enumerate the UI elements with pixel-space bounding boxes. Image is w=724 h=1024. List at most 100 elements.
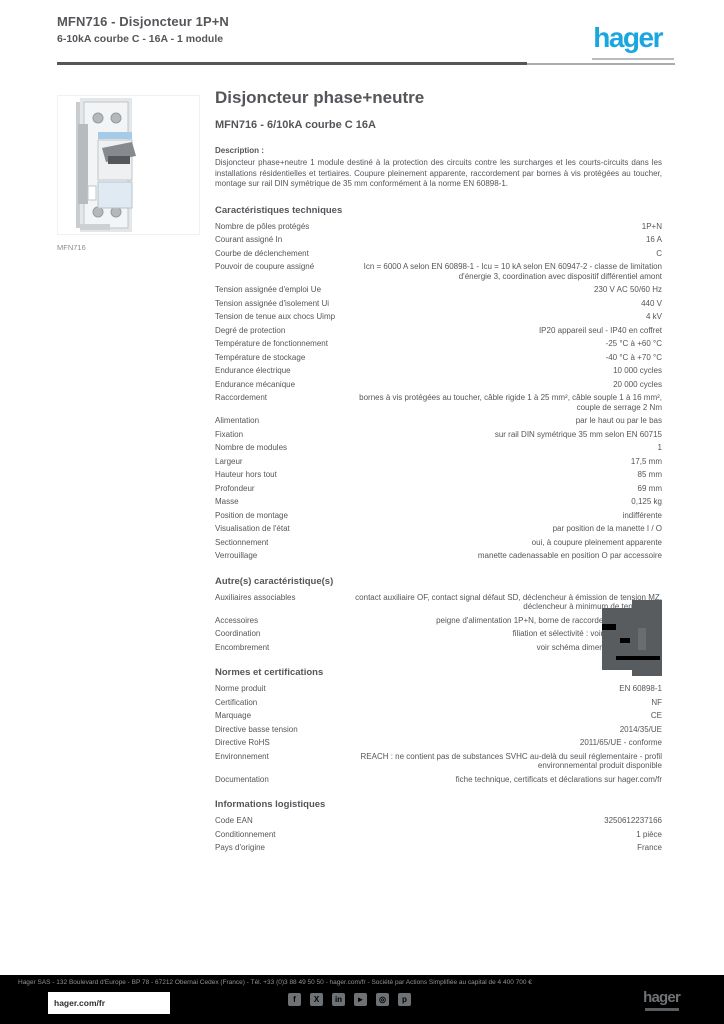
spec-row: Raccordement bornes à vis protégées au to… xyxy=(215,393,662,412)
spec-value: sur rail DIN symétrique 35 mm selon EN 6… xyxy=(494,429,662,439)
spec-sections: Caractéristiques techniques Nombre de pôl… xyxy=(215,205,662,853)
spec-value: IP20 appareil seul - IP40 en coffret xyxy=(538,325,662,335)
section-title: Caractéristiques techniques xyxy=(215,204,343,216)
header-product-line1: MFN716 - Disjoncteur 1P+N xyxy=(57,14,229,29)
spec-label: Nombre de modules xyxy=(215,443,288,453)
section-1: Autre(s) caractéristique(s) Auxiliaires a… xyxy=(215,575,662,676)
page-title: Disjoncteur phase+neutre xyxy=(215,88,425,107)
section-title: Informations logistiques xyxy=(215,799,326,811)
spec-value: fiche technique, certificats et déclarat… xyxy=(455,774,662,784)
spec-value: 0,125 kg xyxy=(631,497,662,507)
section-rows: Auxiliaires associables contact auxiliair… xyxy=(215,593,662,653)
spec-label: Documentation xyxy=(215,774,269,784)
spec-row: Accessoires peigne d'alimentation 1P+N, b… xyxy=(215,616,662,626)
spec-row: Documentation fiche technique, certificat… xyxy=(215,775,662,785)
spec-value: par le haut ou par le bas xyxy=(575,416,662,426)
spec-value: 1P+N xyxy=(641,221,662,231)
circuit-breaker-image xyxy=(58,96,199,234)
spec-row: Code EAN 3250612237166 xyxy=(215,816,662,826)
spec-row: Tension de tenue aux chocs Uimp 4 kV xyxy=(215,312,662,322)
footer-hager-logo: hager xyxy=(643,989,681,1011)
spec-label: Verrouillage xyxy=(215,551,258,561)
spec-row: Température de fonctionnement -25 °C à +6… xyxy=(215,339,662,349)
spec-row: Profondeur 69 mm xyxy=(215,484,662,494)
spec-label: Pays d'origine xyxy=(215,843,265,853)
spec-label: Tension de tenue aux chocs Uimp xyxy=(215,312,336,322)
header-rule-light xyxy=(527,63,675,65)
spec-row: Pays d'origine France xyxy=(215,843,662,853)
spec-row: Coordination filiation et sélectivité : v… xyxy=(215,629,662,639)
spec-value: Icn = 6000 A selon EN 60898-1 - Icu = 10… xyxy=(363,262,662,281)
section-2: Normes et certifications Norme produit EN … xyxy=(215,667,662,784)
spec-row: Encombrement voir schéma dimensionnel ci-… xyxy=(215,643,662,653)
footer-site-link[interactable]: hager.com/fr xyxy=(48,992,170,1014)
product-photo xyxy=(57,95,200,235)
spec-row: Nombre de pôles protégés 1P+N xyxy=(215,222,662,232)
pinterest-icon[interactable]: p xyxy=(398,993,411,1006)
spec-value: France xyxy=(637,843,662,853)
spec-value: filiation et sélectivité : voir guide te… xyxy=(512,629,662,639)
spec-row: Degré de protection IP20 appareil seul - … xyxy=(215,326,662,336)
spec-label: Encombrement xyxy=(215,642,270,652)
spec-value: contact auxiliaire OF, contact signal dé… xyxy=(355,592,662,612)
spec-label: Largeur xyxy=(215,456,243,466)
spec-label: Directive RoHS xyxy=(215,738,270,748)
spec-label: Coordination xyxy=(215,629,261,639)
spec-label: Visualisation de l'état xyxy=(215,524,290,534)
spec-row: Température de stockage -40 °C à +70 °C xyxy=(215,353,662,363)
spec-value: oui, à coupure pleinement apparente xyxy=(531,537,662,547)
spec-row: Sectionnement oui, à coupure pleinement a… xyxy=(215,538,662,548)
spec-label: Marquage xyxy=(215,711,252,721)
header: MFN716 - Disjoncteur 1P+N 6-10kA courbe … xyxy=(57,13,497,45)
x-icon[interactable]: X xyxy=(310,993,323,1006)
spec-value: 230 V AC 50/60 Hz xyxy=(593,285,662,295)
spec-value: manette cadenassable en position O par a… xyxy=(477,551,662,561)
logo-underline xyxy=(592,58,674,60)
spec-label: Code EAN xyxy=(215,816,253,826)
spec-value: 1 pièce xyxy=(636,829,662,839)
spec-value: CE xyxy=(650,711,662,721)
spec-row: Environnement REACH : ne contient pas de … xyxy=(215,752,662,771)
spec-label: Profondeur xyxy=(215,483,255,493)
linkedin-icon[interactable]: in xyxy=(332,993,345,1006)
spec-value: par position de la manette I / O xyxy=(552,524,662,534)
facebook-icon[interactable]: f xyxy=(288,993,301,1006)
spec-value: voir schéma dimensionnel ci-contre xyxy=(536,642,662,652)
spec-label: Conditionnement xyxy=(215,829,276,839)
spec-row: Auxiliaires associables contact auxiliair… xyxy=(215,593,662,612)
spec-row: Tension assignée d'isolement Ui 440 V xyxy=(215,299,662,309)
description-label: Description : xyxy=(215,146,264,156)
footer: Hager SAS - 132 Boulevard d'Europe - BP … xyxy=(0,975,724,1024)
spec-label: Norme produit xyxy=(215,684,266,694)
main-content: Disjoncteur phase+neutre MFN716 - 6/10kA… xyxy=(215,88,662,973)
spec-value: NF xyxy=(651,697,662,707)
spec-row: Conditionnement 1 pièce xyxy=(215,830,662,840)
spec-value: 16 A xyxy=(645,235,662,245)
spec-value: bornes à vis protégées au toucher, câble… xyxy=(359,393,662,412)
spec-label: Masse xyxy=(215,497,239,507)
spec-row: Endurance électrique 10 000 cycles xyxy=(215,366,662,376)
spec-value: 69 mm xyxy=(637,483,662,493)
spec-label: Nombre de pôles protégés xyxy=(215,221,310,231)
spec-row: Courbe de déclenchement C xyxy=(215,249,662,259)
spec-value: 85 mm xyxy=(637,470,662,480)
description-text: Disjoncteur phase+neutre 1 module destin… xyxy=(215,158,662,189)
footer-logo-bar xyxy=(644,1008,679,1011)
section-title: Autre(s) caractéristique(s) xyxy=(215,575,334,587)
spec-value: 440 V xyxy=(641,298,662,308)
youtube-icon[interactable]: ► xyxy=(354,993,367,1006)
spec-row: Verrouillage manette cadenassable en posi… xyxy=(215,551,662,561)
spec-label: Accessoires xyxy=(215,615,259,625)
spec-value: EN 60898-1 xyxy=(619,684,662,694)
spec-label: Auxiliaires associables xyxy=(215,592,296,602)
spec-label: Fixation xyxy=(215,429,244,439)
instagram-icon[interactable]: ◎ xyxy=(376,993,389,1006)
spec-row: Masse 0,125 kg xyxy=(215,497,662,507)
section-rows: Code EAN 3250612237166 Conditionnement 1 pi… xyxy=(215,816,662,853)
footer-logo-word: hager xyxy=(643,989,681,1006)
section-3: Informations logistiques Code EAN 32506122… xyxy=(215,799,662,853)
spec-value: 17,5 mm xyxy=(630,456,662,466)
spec-row: Marquage CE xyxy=(215,711,662,721)
spec-label: Environnement xyxy=(215,751,269,761)
